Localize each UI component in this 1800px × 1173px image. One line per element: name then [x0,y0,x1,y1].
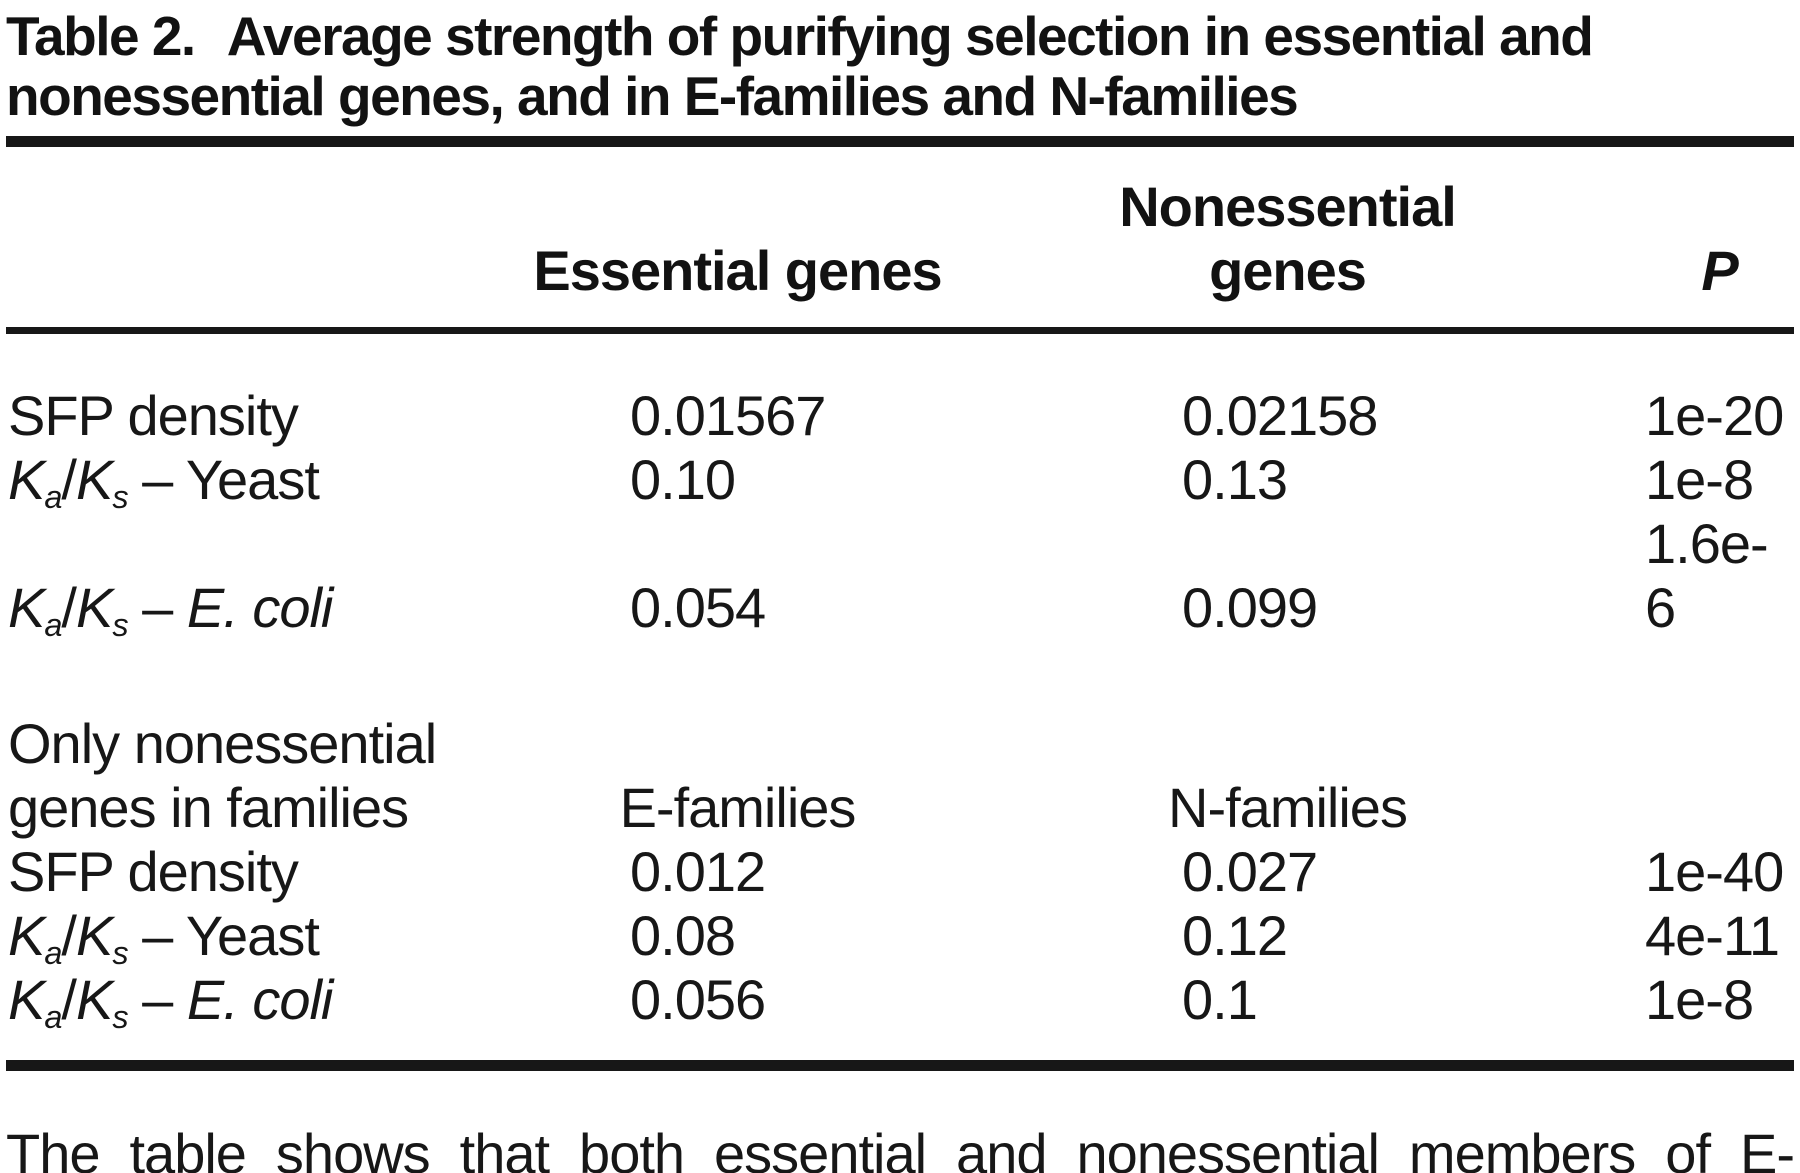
section-header-row: Only nonessential [6,712,1794,776]
divider-top [6,136,1794,147]
table-row: SFP density 0.012 0.027 1e-40 [6,840,1794,904]
cell-nfamilies-value: 0.12 [1182,904,1288,967]
table-title: Table 2. Average strength of purifying se… [6,6,1794,126]
col-header-essential: Essential genes [533,239,942,302]
table-footnote: The table shows that both essential and … [6,1121,1795,1173]
cell-efamilies-value: 0.056 [630,968,766,1031]
cell-efamilies-value: 0.08 [630,904,736,967]
table-header-row: Essential genes Nonessential genes P [6,175,1794,303]
table-title-line2: nonessential genes, and in E-families an… [6,65,1299,127]
cell-p-value: 1e-8 [1645,448,1754,511]
table-number: Table 2. [6,5,196,67]
cell-nonessential-value: 0.13 [1182,448,1288,511]
table-row: Ka/Ks – Yeast 0.10 0.13 1e-8 [6,448,1794,516]
section-all-genes: SFP density 0.01567 0.02158 1e-20 Ka/Ks … [6,384,1794,644]
cell-row-label-kaks-yeast: Ka/Ks – Yeast [8,448,320,516]
footnote-line1: The table shows that both essential and … [6,1122,1795,1173]
table-title-line1-text: Average strength of purifying selection … [226,5,1594,67]
cell-nonessential-value: 0.02158 [1182,384,1378,447]
cell-essential-value: 0.10 [630,448,736,511]
cell-essential-value: 0.01567 [630,384,826,447]
cell-p-value: 4e-11 [1645,904,1780,967]
divider-bottom [6,1060,1794,1071]
cell-row-label-kaks-ecoli: Ka/Ks – E. coli [8,968,333,1036]
col-subheader-nfamilies: N-families [1168,776,1408,839]
table-row: Ka/Ks – Yeast 0.08 0.12 4e-11 [6,904,1794,972]
table-title-line1: Table 2. Average strength of purifying se… [6,6,1794,66]
cell-nfamilies-value: 0.027 [1182,840,1318,903]
table-row: Ka/Ks – E. coli 0.056 0.1 1e-8 [6,968,1794,1036]
section-label-line1: Only nonessential [8,712,437,775]
cell-row-label: SFP density [8,840,299,903]
cell-p-value: 1e-8 [1645,968,1754,1031]
cell-p-value: 1e-40 [1645,840,1784,903]
table-row: Ka/Ks – E. coli 0.054 0.099 1.6e-6 [6,512,1794,644]
col-subheader-efamilies: E-families [619,776,857,839]
section-gap [6,640,1794,712]
col-header-p: P [1701,239,1738,302]
cell-p-value: 1.6e-6 [1645,512,1769,639]
cell-row-label-kaks-yeast: Ka/Ks – Yeast [8,904,320,972]
cell-nfamilies-value: 0.1 [1182,968,1258,1031]
col-header-nonessential: Nonessential genes [1119,175,1457,302]
cell-row-label: SFP density [8,384,299,447]
subheader-row: genes in families E-families N-families [6,776,1794,840]
cell-efamilies-value: 0.012 [630,840,766,903]
cell-nonessential-value: 0.099 [1182,576,1318,639]
section-label-line2: genes in families [8,776,409,839]
section-family-genes: Only nonessential genes in families E-fa… [6,712,1794,1036]
cell-p-value: 1e-20 [1645,384,1784,447]
cell-row-label-kaks-ecoli: Ka/Ks – E. coli [8,576,333,644]
cell-essential-value: 0.054 [630,576,766,639]
table-row: SFP density 0.01567 0.02158 1e-20 [6,384,1794,448]
divider-header [6,327,1794,334]
